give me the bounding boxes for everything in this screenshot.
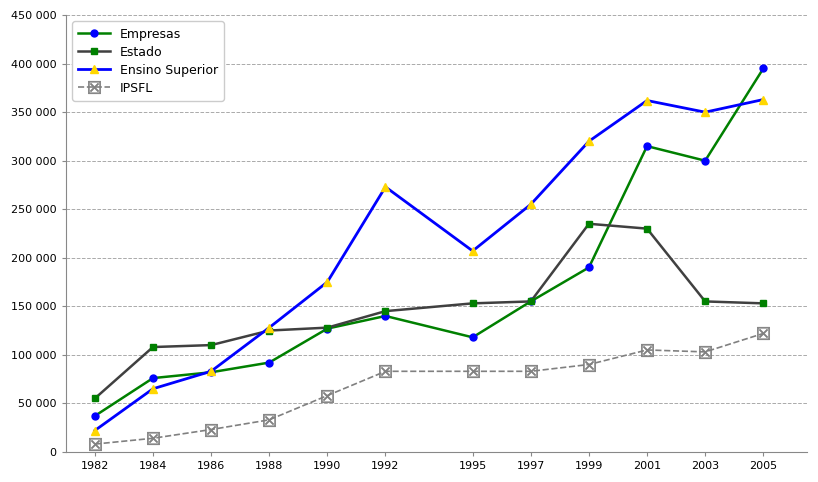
Ensino Superior (264, 325, 274, 331)
IPSFL (264, 417, 274, 423)
Estado (380, 308, 390, 314)
Empresas (700, 158, 710, 163)
Empresas (380, 313, 390, 319)
Ensino Superior (468, 248, 478, 254)
Estado (700, 298, 710, 304)
Line: IPSFL: IPSFL (88, 327, 770, 450)
IPSFL (468, 368, 478, 374)
Empresas (642, 143, 652, 149)
Empresas (758, 66, 768, 71)
IPSFL (90, 441, 100, 447)
IPSFL (642, 347, 652, 353)
Estado (264, 328, 274, 334)
Empresas (206, 369, 216, 375)
Ensino Superior (148, 386, 158, 392)
Empresas (468, 335, 478, 340)
Estado (206, 342, 216, 348)
Estado (584, 221, 594, 227)
Ensino Superior (206, 368, 216, 374)
Estado (322, 325, 332, 331)
Empresas (264, 360, 274, 365)
Ensino Superior (322, 279, 332, 285)
Empresas (584, 265, 594, 270)
Ensino Superior (584, 138, 594, 144)
Estado (148, 344, 158, 350)
Line: Ensino Superior: Ensino Superior (91, 95, 767, 435)
IPSFL (322, 393, 332, 399)
Estado (758, 300, 768, 306)
IPSFL (148, 435, 158, 441)
Ensino Superior (380, 184, 390, 190)
Empresas (322, 326, 332, 332)
Ensino Superior (758, 97, 768, 103)
Ensino Superior (700, 109, 710, 115)
Empresas (90, 413, 100, 419)
Legend: Empresas, Estado, Ensino Superior, IPSFL: Empresas, Estado, Ensino Superior, IPSFL (72, 21, 224, 101)
Ensino Superior (526, 201, 536, 207)
Ensino Superior (90, 428, 100, 433)
Estado (642, 226, 652, 231)
IPSFL (584, 362, 594, 367)
Estado (526, 298, 536, 304)
Ensino Superior (642, 98, 652, 104)
IPSFL (700, 349, 710, 355)
IPSFL (206, 427, 216, 432)
Line: Empresas: Empresas (92, 65, 766, 419)
Line: Estado: Estado (92, 220, 766, 402)
Estado (468, 300, 478, 306)
IPSFL (758, 331, 768, 336)
Empresas (526, 298, 536, 304)
Empresas (148, 375, 158, 381)
Estado (90, 396, 100, 402)
IPSFL (526, 368, 536, 374)
IPSFL (380, 368, 390, 374)
